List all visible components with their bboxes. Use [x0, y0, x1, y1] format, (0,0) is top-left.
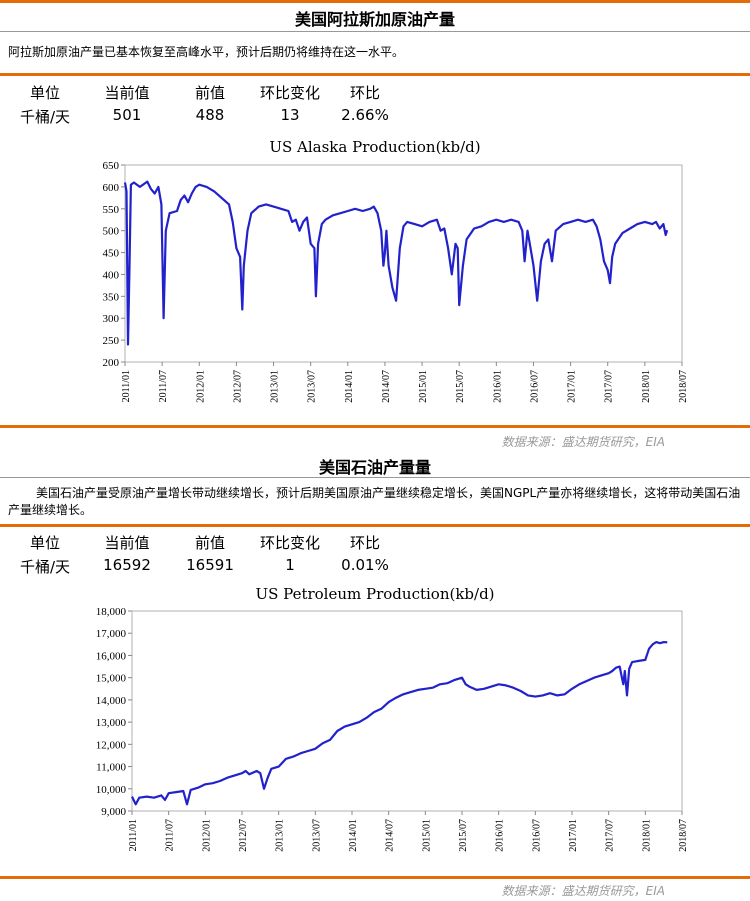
series-line [131, 641, 668, 806]
x-tick-label: 2017/01 [568, 819, 579, 852]
x-tick-label: 2017/07 [604, 370, 615, 403]
y-tick-label: 12,000 [96, 739, 127, 751]
x-tick-label: 2011/07 [165, 819, 176, 851]
x-tick-label: 2015/01 [421, 819, 432, 852]
table-divider [0, 73, 750, 76]
y-tick-label: 14,000 [96, 695, 127, 707]
header-unit: 单位 [29, 84, 60, 102]
section-2-source: 数据来源：盛达期货研究，EIA [501, 884, 665, 898]
x-tick-label: 2011/07 [158, 370, 169, 402]
top-divider [0, 0, 750, 3]
section-1-table: 单位 当前值 前值 环比变化 环比 千桶/天 501 488 13 2.66% [0, 82, 750, 132]
value-unit: 千桶/天 [19, 108, 71, 126]
header-pct: 环比 [349, 534, 380, 552]
value-unit: 千桶/天 [19, 558, 71, 576]
y-tick-label: 18,000 [96, 606, 127, 618]
y-tick-label: 17,000 [96, 628, 127, 640]
header-change: 环比变化 [259, 534, 320, 552]
value-previous: 488 [195, 106, 225, 124]
plot-area [124, 164, 683, 363]
x-tick-label: 2015/07 [455, 370, 466, 403]
x-tick-label: 2016/01 [495, 819, 506, 852]
series-line [123, 180, 669, 346]
x-tick-label: 2012/01 [195, 370, 206, 403]
section-2-table: 单位 当前值 前值 环比变化 环比 千桶/天 16592 16591 1 0.0… [0, 532, 750, 582]
x-tick-label: 2018/07 [678, 370, 689, 403]
header-unit: 单位 [29, 534, 60, 552]
y-tick-label: 450 [103, 248, 120, 260]
x-tick-label: 2018/01 [641, 819, 652, 852]
value-pct: 0.01% [341, 556, 389, 574]
chart-2-title: US Petroleum Production(kb/d) [255, 585, 495, 603]
section-2-title: 美国石油产量量 [318, 458, 431, 477]
y-tick-label: 500 [103, 226, 120, 238]
header-current: 当前值 [104, 534, 150, 552]
x-tick-label: 2012/07 [238, 819, 249, 852]
header-change: 环比变化 [259, 84, 320, 102]
x-tick-label: 2014/01 [348, 819, 359, 852]
table-divider-2 [0, 524, 750, 527]
x-tick-label: 2012/01 [201, 819, 212, 852]
x-tick-label: 2013/07 [311, 819, 322, 852]
x-tick-label: 2017/01 [567, 370, 578, 403]
y-tick-label: 15,000 [96, 673, 127, 685]
x-tick-label: 2013/01 [275, 819, 286, 852]
x-tick-label: 2012/07 [232, 370, 243, 403]
section-1-title: 美国阿拉斯加原油产量 [294, 10, 455, 29]
y-tick-label: 250 [103, 335, 120, 347]
plot-area [131, 610, 683, 812]
title-underline-2 [0, 477, 750, 478]
alaska-production-chart: 200 250 300 350 400 450 500 550 600 650 2011/01 201… [103, 160, 690, 403]
x-tick-label: 2011/01 [121, 370, 132, 402]
section-2-bottom-divider [0, 876, 750, 879]
y-tick-label: 300 [103, 313, 120, 325]
y-tick-label: 13,000 [96, 717, 127, 729]
x-tick-label: 2016/01 [492, 370, 503, 403]
x-tick-label: 2018/01 [641, 370, 652, 403]
section-1-description: 阿拉斯加原油产量已基本恢复至高峰水平，预计后期仍将维持在这一水平。 [8, 45, 405, 59]
x-tick-label: 2013/01 [270, 370, 281, 403]
value-change: 13 [280, 106, 300, 124]
y-tick-label: 9,000 [101, 806, 126, 818]
y-tick-label: 350 [103, 291, 120, 303]
y-tick-label: 600 [103, 182, 120, 194]
y-tick-label: 11,000 [96, 762, 126, 774]
title-underline [0, 31, 750, 32]
y-tick-label: 400 [103, 269, 120, 281]
x-tick-label: 2014/01 [344, 370, 355, 403]
header-previous: 前值 [194, 534, 225, 552]
x-tick-label: 2016/07 [529, 370, 540, 403]
y-tick-label: 550 [103, 204, 120, 216]
x-tick-label: 2014/07 [385, 819, 396, 852]
y-tick-label: 650 [103, 160, 120, 172]
y-tick-label: 10,000 [96, 784, 127, 796]
x-tick-label: 2015/01 [418, 370, 429, 403]
x-tick-label: 2015/07 [458, 819, 469, 852]
x-tick-label: 2013/07 [307, 370, 318, 403]
section-2-description: 美国石油产量受原油产量增长带动继续增长，预计后期美国原油产量继续稳定增长，美国N… [8, 486, 741, 517]
value-current: 501 [112, 106, 142, 124]
header-previous: 前值 [194, 84, 225, 102]
value-change: 1 [285, 556, 295, 574]
value-previous: 16591 [186, 556, 234, 574]
x-tick-label: 2011/01 [128, 819, 139, 851]
y-tick-label: 16,000 [96, 650, 127, 662]
petroleum-production-chart: 9,000 10,000 11,000 12,000 13,000 14,000 15,00… [96, 606, 689, 852]
section-1-bottom-divider [0, 425, 750, 428]
y-tick-label: 200 [103, 357, 120, 369]
x-tick-label: 2017/07 [605, 819, 616, 852]
chart-1-title: US Alaska Production(kb/d) [269, 138, 481, 156]
header-current: 当前值 [104, 84, 150, 102]
x-tick-label: 2018/07 [678, 819, 689, 852]
value-pct: 2.66% [341, 106, 389, 124]
header-pct: 环比 [349, 84, 380, 102]
section-1-source: 数据来源：盛达期货研究，EIA [501, 435, 665, 449]
value-current: 16592 [103, 556, 151, 574]
x-tick-label: 2016/07 [531, 819, 542, 852]
x-tick-label: 2014/07 [381, 370, 392, 403]
